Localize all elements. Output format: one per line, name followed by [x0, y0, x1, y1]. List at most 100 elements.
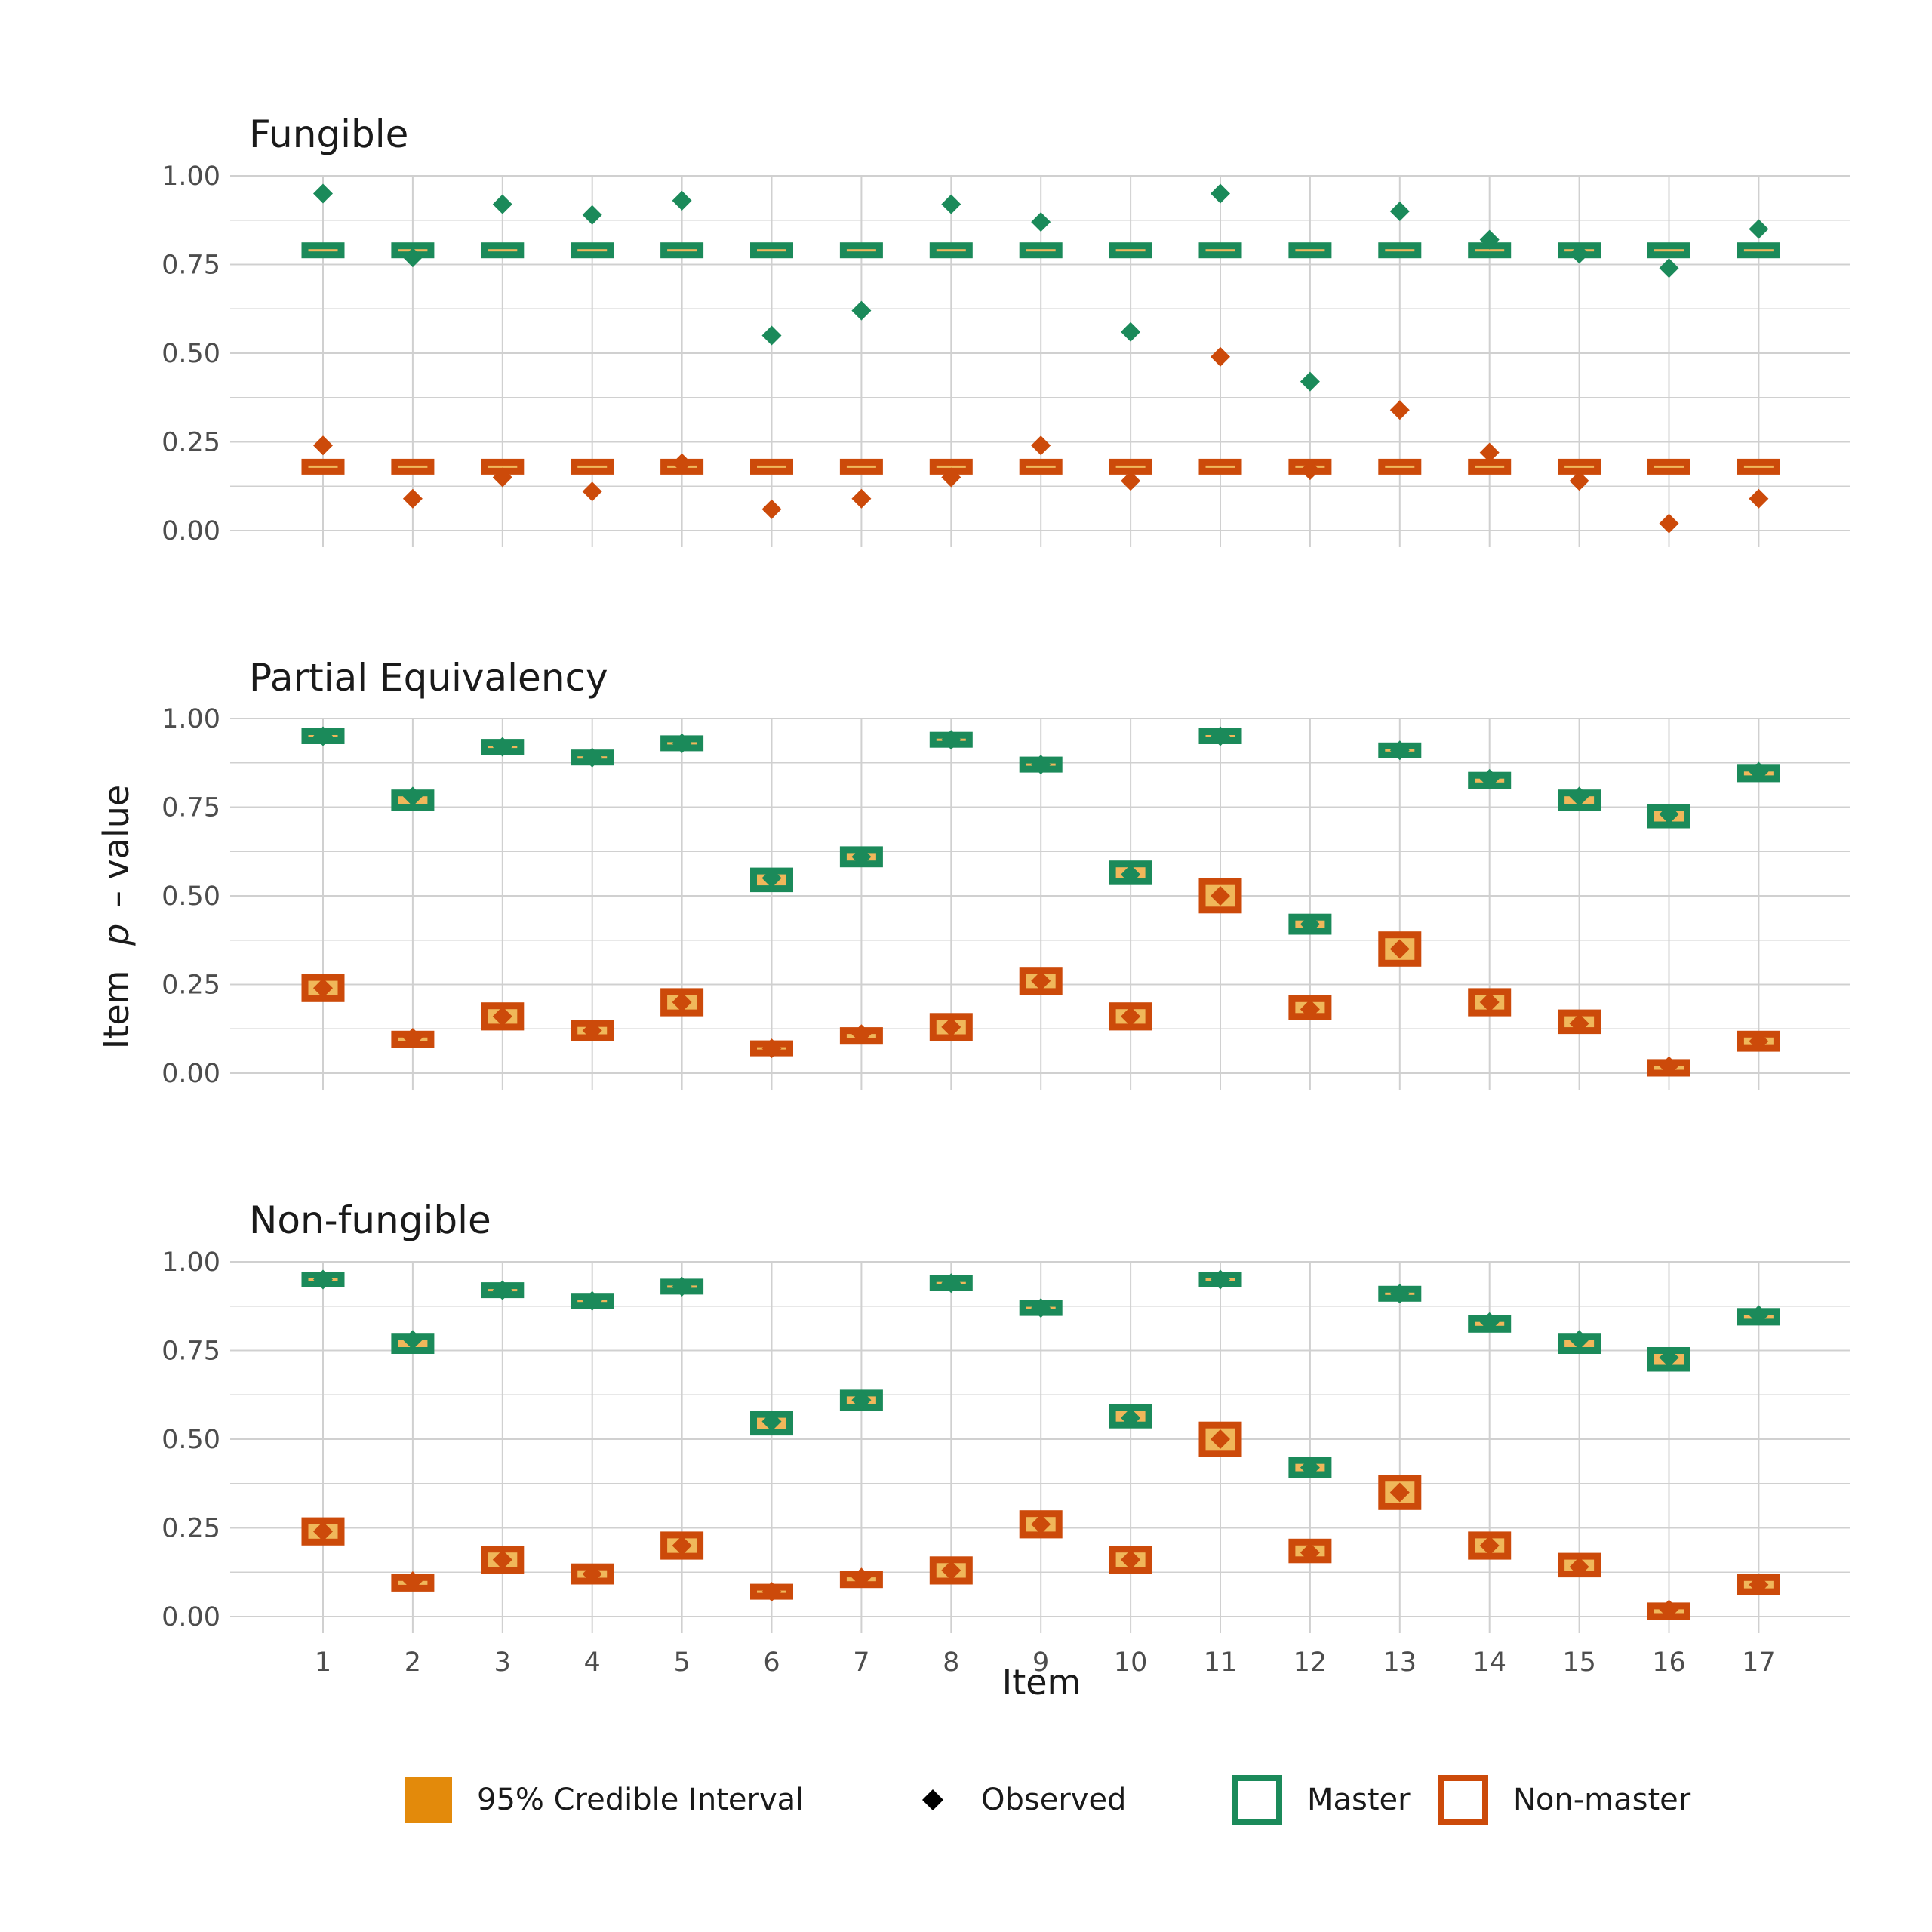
- credible-interval: [1109, 458, 1152, 475]
- observed-point: [1569, 1557, 1589, 1577]
- observed-point: [1479, 442, 1500, 463]
- observed-point: [1031, 212, 1051, 232]
- observed-point: [1749, 1305, 1769, 1325]
- observed-point: [1300, 1457, 1320, 1478]
- observed-point: [851, 1024, 872, 1044]
- x-tick-label: 3: [494, 1647, 511, 1678]
- series-non-master: [301, 1421, 1780, 1620]
- x-tick-label: 14: [1472, 1647, 1506, 1678]
- series-non-master: [301, 346, 1780, 534]
- credible-interval: [750, 458, 793, 475]
- observed-point: [941, 730, 961, 750]
- observed-point: [1031, 755, 1051, 775]
- observed-point: [1211, 1269, 1230, 1290]
- observed-point: [492, 194, 512, 214]
- y-axis-label-prefix: Item: [96, 971, 137, 1050]
- credible-interval: [750, 242, 793, 259]
- credible-interval: [571, 242, 614, 259]
- observed-point: [851, 1390, 872, 1411]
- observed-point: [1121, 1407, 1141, 1428]
- observed-point: [313, 726, 333, 746]
- legend-interval-swatch: [405, 1777, 452, 1823]
- observed-point: [1300, 914, 1320, 934]
- observed-point: [313, 1269, 333, 1290]
- observed-point: [492, 737, 512, 757]
- observed-point: [1211, 183, 1230, 204]
- credible-interval: [1737, 458, 1780, 475]
- panel-2: Partial Equivalency 0.00 0.25 0.50 0.75 1.00: [162, 656, 1850, 1090]
- legend-master-swatch: [1232, 1775, 1282, 1825]
- observed-point: [1300, 1543, 1320, 1563]
- observed-point: [941, 1560, 961, 1580]
- legend-master-label: Master: [1307, 1783, 1411, 1817]
- credible-interval: [1288, 242, 1332, 259]
- x-tick-label: 7: [853, 1647, 869, 1678]
- observed-point: [1479, 1536, 1500, 1555]
- y-tick-label: 0.25: [162, 971, 220, 1001]
- observed-point: [402, 1571, 423, 1591]
- y-tick-label: 0.75: [162, 793, 220, 823]
- panel-title: Non-fungible: [249, 1198, 491, 1242]
- credible-interval: [1019, 458, 1063, 475]
- credible-interval: [1109, 242, 1152, 259]
- observed-point: [1749, 488, 1769, 509]
- legend: 95% Credible Interval Observed Master No…: [405, 1775, 1691, 1825]
- y-tick-label: 0.75: [162, 251, 220, 281]
- credible-interval: [839, 458, 883, 475]
- observed-point: [492, 1280, 512, 1300]
- legend-interval-label: 95% Credible Interval: [477, 1783, 804, 1817]
- observed-point: [1479, 768, 1500, 789]
- credible-interval: [1378, 458, 1422, 475]
- legend-observed-label: Observed: [981, 1783, 1126, 1817]
- y-tick-label: 0.00: [162, 516, 220, 546]
- credible-interval: [929, 242, 973, 259]
- legend-nonmaster-label: Non-master: [1513, 1783, 1691, 1817]
- credible-interval: [1558, 458, 1601, 475]
- credible-interval: [1019, 242, 1063, 259]
- observed-point: [402, 488, 423, 509]
- observed-point: [313, 183, 333, 204]
- credible-interval: [301, 242, 345, 259]
- observed-point: [1389, 740, 1410, 761]
- observed-point: [851, 300, 872, 321]
- x-axis-label: Item: [1002, 1662, 1081, 1703]
- y-tick-label: 0.25: [162, 428, 220, 458]
- credible-interval: [1647, 242, 1690, 259]
- observed-point: [1389, 939, 1410, 959]
- observed-point: [761, 1038, 782, 1059]
- observed-point: [1479, 229, 1500, 250]
- observed-point: [313, 1521, 333, 1542]
- observed-point: [1121, 471, 1141, 491]
- series-master: [301, 183, 1780, 392]
- observed-point: [1569, 471, 1589, 491]
- observed-point: [1121, 321, 1141, 342]
- panel-1: Fungible 0.00 0.25 0.50 0.75 1.00: [162, 112, 1850, 547]
- credible-interval: [839, 242, 883, 259]
- observed-point: [1659, 1347, 1679, 1367]
- x-tick-label: 17: [1742, 1647, 1776, 1678]
- observed-point: [1031, 971, 1051, 991]
- y-tick-label: 1.00: [162, 1247, 220, 1278]
- y-axis-label-suffix: – value: [96, 785, 137, 908]
- observed-point: [1121, 864, 1141, 884]
- observed-point: [402, 1028, 423, 1048]
- observed-point: [1749, 761, 1769, 782]
- x-tick-label: 1: [315, 1647, 331, 1678]
- observed-point: [941, 1273, 961, 1294]
- y-axis-label: Item p – value: [96, 785, 137, 1049]
- observed-point: [761, 499, 782, 519]
- credible-interval: [481, 242, 525, 259]
- observed-point: [1659, 258, 1679, 278]
- observed-point: [761, 1582, 782, 1602]
- observed-point: [1300, 999, 1320, 1020]
- x-tick-label: 4: [584, 1647, 601, 1678]
- observed-point: [1211, 886, 1230, 906]
- observed-point: [761, 868, 782, 888]
- observed-point: [582, 747, 602, 768]
- observed-point: [1749, 219, 1769, 239]
- credible-interval: [1737, 242, 1780, 259]
- x-tick-label: 8: [943, 1647, 959, 1678]
- x-tick-label: 12: [1294, 1647, 1327, 1678]
- y-tick-label: 1.00: [162, 162, 220, 192]
